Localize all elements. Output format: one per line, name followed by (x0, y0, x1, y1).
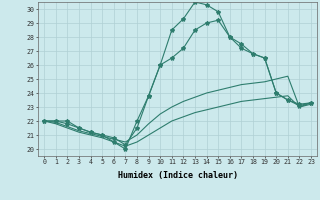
X-axis label: Humidex (Indice chaleur): Humidex (Indice chaleur) (118, 171, 238, 180)
